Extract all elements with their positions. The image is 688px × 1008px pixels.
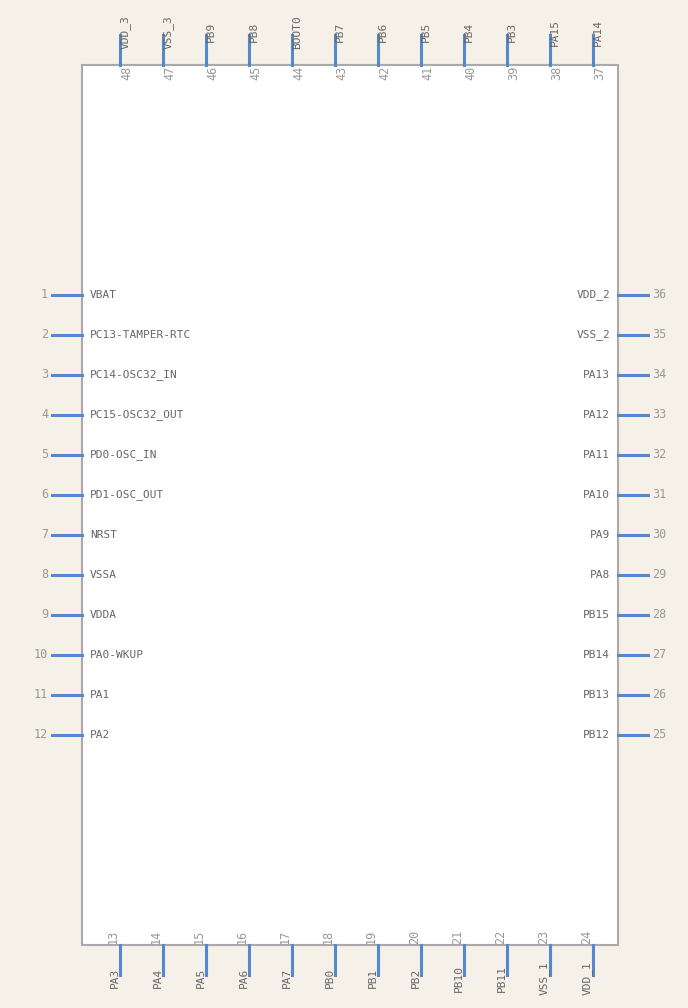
Text: 1: 1 <box>41 288 48 301</box>
Text: 46: 46 <box>206 66 219 80</box>
Text: PA5: PA5 <box>196 968 206 988</box>
Text: 24: 24 <box>580 929 593 944</box>
Text: PA14: PA14 <box>593 18 603 45</box>
Text: PA9: PA9 <box>590 530 610 540</box>
Text: 21: 21 <box>451 929 464 944</box>
Text: PA0-WKUP: PA0-WKUP <box>90 650 144 660</box>
Text: VDD_2: VDD_2 <box>577 289 610 300</box>
Text: 25: 25 <box>652 729 666 742</box>
Text: PA13: PA13 <box>583 370 610 380</box>
Text: 20: 20 <box>408 929 421 944</box>
Text: PB6: PB6 <box>378 22 388 42</box>
Text: 32: 32 <box>652 449 666 462</box>
Text: PA15: PA15 <box>550 18 560 45</box>
Text: PA4: PA4 <box>153 968 163 988</box>
Text: VDDA: VDDA <box>90 610 117 620</box>
Text: VDD_3: VDD_3 <box>120 15 131 48</box>
Text: 15: 15 <box>193 929 206 944</box>
Text: 19: 19 <box>365 929 378 944</box>
Text: 26: 26 <box>652 688 666 702</box>
Text: 30: 30 <box>652 528 666 541</box>
Text: 35: 35 <box>652 329 666 342</box>
Text: 11: 11 <box>34 688 48 702</box>
Text: PC14-OSC32_IN: PC14-OSC32_IN <box>90 370 178 380</box>
Text: VDD_1: VDD_1 <box>582 961 593 995</box>
Text: 12: 12 <box>34 729 48 742</box>
Text: PA2: PA2 <box>90 730 110 740</box>
Text: 4: 4 <box>41 408 48 421</box>
Text: PB9: PB9 <box>206 22 216 42</box>
Text: VBAT: VBAT <box>90 290 117 300</box>
Text: 37: 37 <box>593 66 606 80</box>
Text: 38: 38 <box>550 66 563 80</box>
Text: PB8: PB8 <box>249 22 259 42</box>
Text: 14: 14 <box>150 929 163 944</box>
Text: PB1: PB1 <box>368 968 378 988</box>
Text: PB7: PB7 <box>335 22 345 42</box>
Text: 23: 23 <box>537 929 550 944</box>
Text: 43: 43 <box>335 66 348 80</box>
Text: PD1-OSC_OUT: PD1-OSC_OUT <box>90 490 164 500</box>
Text: PB14: PB14 <box>583 650 610 660</box>
Text: NRST: NRST <box>90 530 117 540</box>
Text: PB4: PB4 <box>464 22 474 42</box>
Text: 17: 17 <box>279 929 292 944</box>
Text: 22: 22 <box>494 929 507 944</box>
Text: 45: 45 <box>249 66 262 80</box>
Text: 44: 44 <box>292 66 305 80</box>
Text: PB13: PB13 <box>583 690 610 700</box>
Text: 2: 2 <box>41 329 48 342</box>
Text: VSS_3: VSS_3 <box>163 15 174 48</box>
Text: PA11: PA11 <box>583 450 610 460</box>
Text: VSS_2: VSS_2 <box>577 330 610 341</box>
Bar <box>82 65 618 946</box>
Text: 42: 42 <box>378 66 391 80</box>
Text: PC13-TAMPER-RTC: PC13-TAMPER-RTC <box>90 330 191 340</box>
Text: 28: 28 <box>652 609 666 622</box>
Text: PB2: PB2 <box>411 968 421 988</box>
Text: 6: 6 <box>41 489 48 502</box>
Text: PB11: PB11 <box>497 965 507 992</box>
Text: 8: 8 <box>41 569 48 582</box>
Text: PA1: PA1 <box>90 690 110 700</box>
Text: 29: 29 <box>652 569 666 582</box>
Text: PA8: PA8 <box>590 570 610 580</box>
Text: 10: 10 <box>34 648 48 661</box>
Text: 27: 27 <box>652 648 666 661</box>
Text: 5: 5 <box>41 449 48 462</box>
Text: 34: 34 <box>652 369 666 381</box>
Text: 48: 48 <box>120 66 133 80</box>
Text: 40: 40 <box>464 66 477 80</box>
Text: 13: 13 <box>107 929 120 944</box>
Text: 39: 39 <box>507 66 520 80</box>
Text: PA3: PA3 <box>110 968 120 988</box>
Text: 9: 9 <box>41 609 48 622</box>
Text: 18: 18 <box>322 929 335 944</box>
Text: 47: 47 <box>163 66 176 80</box>
Text: PD0-OSC_IN: PD0-OSC_IN <box>90 450 158 461</box>
Text: 36: 36 <box>652 288 666 301</box>
Text: 41: 41 <box>421 66 434 80</box>
Text: PB10: PB10 <box>454 965 464 992</box>
Text: 16: 16 <box>236 929 249 944</box>
Text: 7: 7 <box>41 528 48 541</box>
Text: PA10: PA10 <box>583 490 610 500</box>
Text: BOOT0: BOOT0 <box>292 15 302 48</box>
Text: VSSA: VSSA <box>90 570 117 580</box>
Text: PB15: PB15 <box>583 610 610 620</box>
Text: PB5: PB5 <box>421 22 431 42</box>
Text: PB12: PB12 <box>583 730 610 740</box>
Text: PA7: PA7 <box>282 968 292 988</box>
Text: PC15-OSC32_OUT: PC15-OSC32_OUT <box>90 409 184 420</box>
Text: VSS_1: VSS_1 <box>539 961 550 995</box>
Text: 31: 31 <box>652 489 666 502</box>
Text: PB0: PB0 <box>325 968 335 988</box>
Text: 33: 33 <box>652 408 666 421</box>
Text: PA6: PA6 <box>239 968 249 988</box>
Text: PA12: PA12 <box>583 410 610 420</box>
Text: 3: 3 <box>41 369 48 381</box>
Text: PB3: PB3 <box>507 22 517 42</box>
